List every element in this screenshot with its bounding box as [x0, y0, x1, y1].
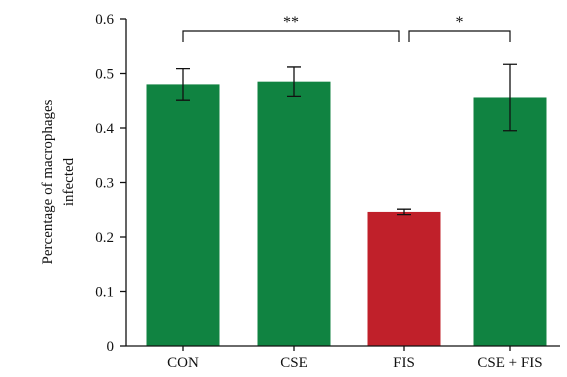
error-bar-1	[176, 67, 190, 101]
y-tick-label: 0	[107, 339, 115, 355]
error-bar-4	[503, 63, 517, 132]
x-tick-label: CON	[167, 355, 199, 371]
y-tick-label: 0.1	[95, 285, 114, 301]
error-bar-3	[397, 208, 411, 216]
x-tick-label: CSE	[280, 355, 308, 371]
significance-label-2: *	[456, 14, 464, 31]
y-axis-title: Percentage of macrophages infected	[40, 99, 77, 264]
x-tick-label: CSE + FIS	[477, 355, 542, 371]
bar-fis	[367, 211, 441, 346]
significance-bracket-2	[408, 30, 511, 42]
y-tick-label: 0.5	[95, 67, 114, 83]
y-tick-label: 0.2	[95, 230, 114, 246]
error-bar-2	[287, 66, 301, 98]
y-tick-label: 0.6	[95, 12, 114, 28]
y-axis-title-line-1: Percentage of macrophages	[40, 99, 56, 264]
significance-label-1: **	[283, 14, 299, 31]
x-tick-label: FIS	[393, 355, 415, 371]
significance-bracket-1	[182, 30, 400, 42]
y-tick-label: 0.3	[95, 176, 114, 192]
y-axis-title-line-2: infected	[61, 157, 77, 206]
bar-cse-fis	[473, 97, 547, 346]
bar-con	[146, 84, 220, 347]
y-tick-label: 0.4	[95, 121, 114, 137]
bar-cse	[257, 81, 331, 347]
